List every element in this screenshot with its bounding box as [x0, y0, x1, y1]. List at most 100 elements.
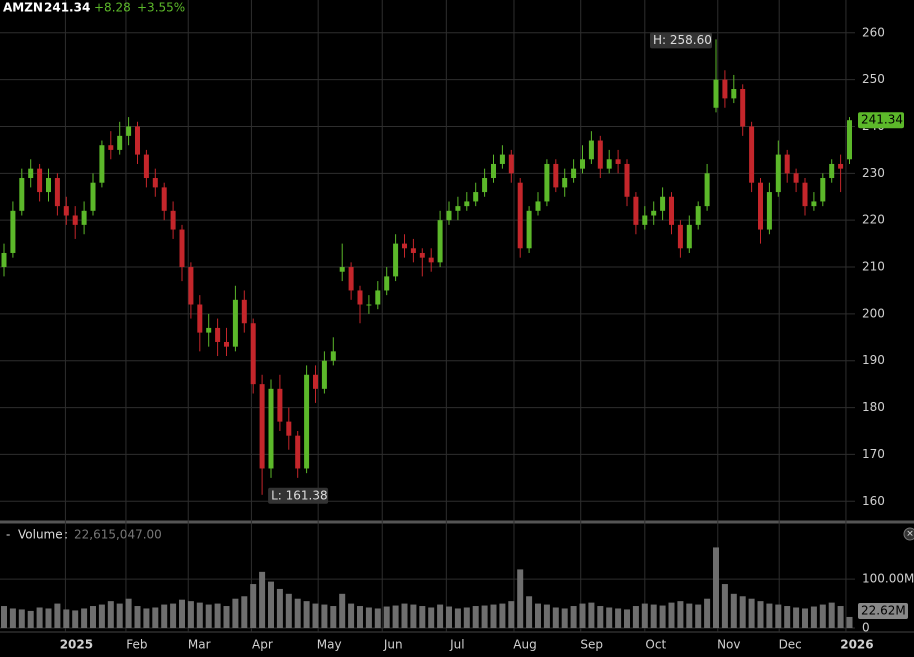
x-tick-label: Jul [449, 638, 464, 652]
candle-body [215, 327, 221, 342]
candle-body [526, 210, 532, 249]
candle-body [428, 257, 434, 263]
volume-bar [18, 609, 25, 628]
volume-bar [250, 584, 257, 628]
candle-body [704, 173, 710, 207]
candle-body [464, 201, 470, 207]
candle-body [277, 388, 283, 422]
last-price-tag-box [858, 112, 904, 129]
candle-body [348, 267, 354, 291]
volume-tick-label: 0 [862, 621, 870, 635]
volume-bar [401, 603, 408, 628]
volume-bar [668, 602, 675, 628]
volume-bar [543, 604, 550, 628]
volume-bar [677, 601, 684, 628]
grid [0, 0, 855, 632]
candle-body [491, 163, 496, 179]
volume-bar [570, 606, 577, 628]
volume-bar [321, 604, 328, 628]
y-tick-label: 190 [862, 353, 885, 367]
candle-body [161, 187, 167, 211]
candle-body [758, 182, 763, 230]
volume-value: 22,615,047.00 [74, 528, 162, 542]
candle-body [286, 421, 292, 436]
volume-bar [552, 607, 559, 628]
volume-bar [454, 608, 461, 628]
candle-body [811, 201, 817, 207]
close-panel-button[interactable] [903, 527, 914, 541]
candle-body [206, 327, 212, 333]
volume-bar [9, 608, 16, 628]
volume-bar [98, 604, 105, 628]
candle-body [615, 159, 621, 164]
x-tick-label: Aug [513, 638, 536, 652]
candle-body [402, 243, 407, 249]
candle-body [455, 206, 461, 211]
volume-bar [152, 607, 159, 628]
volume-bar [784, 606, 791, 628]
volume-bar [259, 571, 266, 628]
y-tick-label: 210 [862, 260, 885, 274]
volume-bar [704, 598, 711, 628]
x-tick-label: 2026 [840, 638, 873, 652]
volume-bar [739, 596, 746, 628]
candle-body [250, 323, 256, 385]
x-tick-label: Jun [383, 638, 403, 652]
volume-bar [170, 603, 177, 628]
candle-body [108, 145, 114, 150]
candle-body [419, 252, 425, 258]
candle-body [633, 196, 639, 225]
candle-body [731, 89, 737, 99]
volume-bar [641, 603, 648, 628]
volume-bar [410, 604, 417, 628]
volume-bar [837, 606, 844, 628]
candle-body [295, 435, 301, 469]
volume-bar [294, 598, 301, 628]
candle-body [508, 154, 514, 174]
candle-body [152, 178, 158, 188]
volume-bar [535, 603, 541, 628]
y-tick-label: 250 [862, 72, 885, 86]
last-volume-tag: 22.62M [861, 603, 906, 617]
candle-body [339, 267, 345, 272]
change: +8.28 [94, 1, 131, 15]
volume-bar [179, 599, 185, 628]
volume-bar [472, 606, 479, 628]
volume-bar [802, 608, 808, 628]
volume-bar [615, 608, 622, 628]
volume-collapse[interactable]: - [6, 528, 10, 542]
volume-bar [446, 606, 452, 628]
candle-body [72, 215, 78, 225]
candle-body [330, 351, 336, 361]
candle-body [357, 290, 363, 305]
volume-bar [517, 569, 524, 628]
candle-body [1, 252, 7, 268]
candle-body [553, 163, 559, 188]
close-panel-icon[interactable]: ✕ [906, 530, 914, 540]
y-tick-label: 170 [862, 447, 885, 461]
candle-body [135, 126, 140, 155]
y-tick-label: 220 [862, 213, 885, 227]
candle-body [232, 299, 238, 347]
candle-body [99, 145, 105, 183]
candle-body [686, 224, 692, 249]
y-tick-label: 180 [862, 400, 885, 414]
volume-bar [508, 601, 515, 628]
candle-body [775, 154, 781, 193]
candle-body [588, 140, 594, 160]
x-tick-label: Oct [645, 638, 666, 652]
candle-body [259, 384, 265, 469]
candle-body [313, 374, 318, 389]
candle-body [660, 196, 666, 211]
candle-body [829, 163, 835, 179]
candle-body [793, 173, 799, 183]
volume-bar [579, 603, 586, 628]
volume-bar [810, 606, 817, 628]
candle-body [446, 210, 452, 221]
volume-bar [766, 603, 773, 628]
volume-bar [223, 606, 230, 628]
last-price-tag: 241.34 [861, 113, 903, 127]
candle-body [651, 210, 657, 216]
candle-body [268, 388, 274, 469]
